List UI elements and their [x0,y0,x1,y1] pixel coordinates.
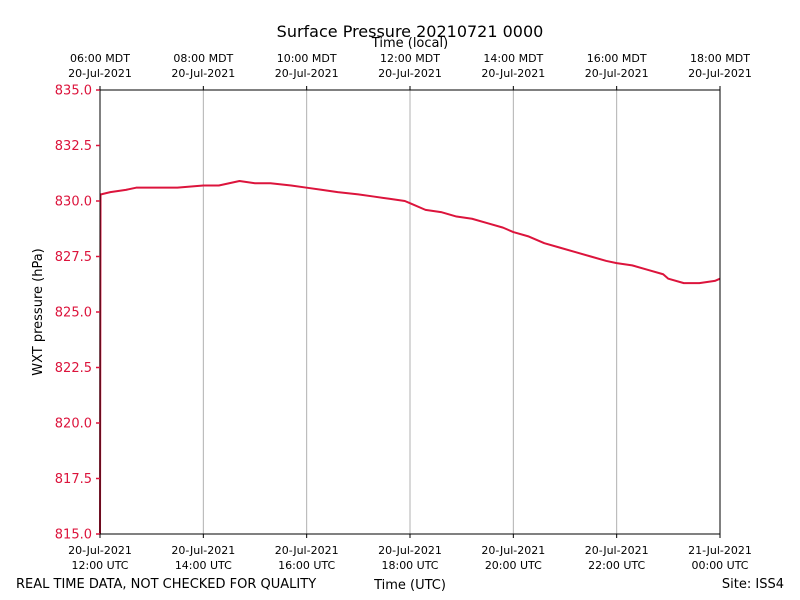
ytick-label: 817.5 [55,472,92,487]
site-label: Site: ISS4 [722,577,784,592]
xtick-label-bottom-time: 16:00 UTC [278,559,335,572]
xtick-label-bottom-time: 20:00 UTC [485,559,542,572]
x-ticks: 20-Jul-2021 12:00 UTC 20-Jul-2021 14:00 UTC… [68,52,752,572]
quality-note: REAL TIME DATA, NOT CHECKED FOR QUALITY [16,577,316,592]
xtick-label-bottom-time: 14:00 UTC [175,559,232,572]
pressure-series-line [99,180,721,535]
ytick-label: 832.5 [55,139,92,154]
xtick-label-top-time: 10:00 MDT [277,52,337,65]
xtick-label-top-time: 14:00 MDT [483,52,543,65]
xtick-label-bottom-date: 20-Jul-2021 [378,544,442,557]
top-axis-label: Time (local) [371,36,448,51]
xtick-label-top-date: 20-Jul-2021 [68,67,132,80]
xtick-label-bottom-date: 20-Jul-2021 [275,544,339,557]
ytick-label: 815.0 [55,528,92,543]
xtick-label-top-time: 08:00 MDT [173,52,233,65]
xtick-label-bottom-date: 21-Jul-2021 [688,544,752,557]
ytick-label: 830.0 [55,195,92,210]
ytick-label: 820.0 [55,417,92,432]
ytick-label: 825.0 [55,306,92,321]
xtick-label-bottom-time: 22:00 UTC [588,559,645,572]
ytick-label: 822.5 [55,361,92,376]
xtick-label-top-time: 16:00 MDT [587,52,647,65]
xtick-label-bottom-date: 20-Jul-2021 [68,544,132,557]
vertical-gridlines [202,90,618,534]
xtick-label-bottom-time: 18:00 UTC [381,559,438,572]
xtick-label-top-time: 18:00 MDT [690,52,750,65]
xtick-label-bottom-date: 20-Jul-2021 [585,544,649,557]
xtick-label-top-date: 20-Jul-2021 [275,67,339,80]
xtick-label-bottom-time: 12:00 UTC [71,559,128,572]
ytick-label: 835.0 [55,84,92,99]
xtick-label-bottom-date: 20-Jul-2021 [171,544,235,557]
y-axis-label: WXT pressure (hPa) [31,248,46,376]
xtick-label-top-date: 20-Jul-2021 [481,67,545,80]
xtick-label-top-date: 20-Jul-2021 [585,67,649,80]
y-ticks: 815.0 817.5 820.0 822.5 825.0 827.5 830.0 832.5… [55,84,100,543]
xtick-label-bottom-date: 20-Jul-2021 [481,544,545,557]
xtick-label-top-time: 06:00 MDT [70,52,130,65]
xtick-label-top-time: 12:00 MDT [380,52,440,65]
xtick-label-bottom-time: 00:00 UTC [691,559,748,572]
xtick-label-top-date: 20-Jul-2021 [171,67,235,80]
chart-title: Surface Pressure 20210721 0000 [277,22,544,41]
ytick-label: 827.5 [55,250,92,265]
xtick-label-top-date: 20-Jul-2021 [688,67,752,80]
xtick-label-top-date: 20-Jul-2021 [378,67,442,80]
bottom-axis-label: Time (UTC) [373,578,446,593]
